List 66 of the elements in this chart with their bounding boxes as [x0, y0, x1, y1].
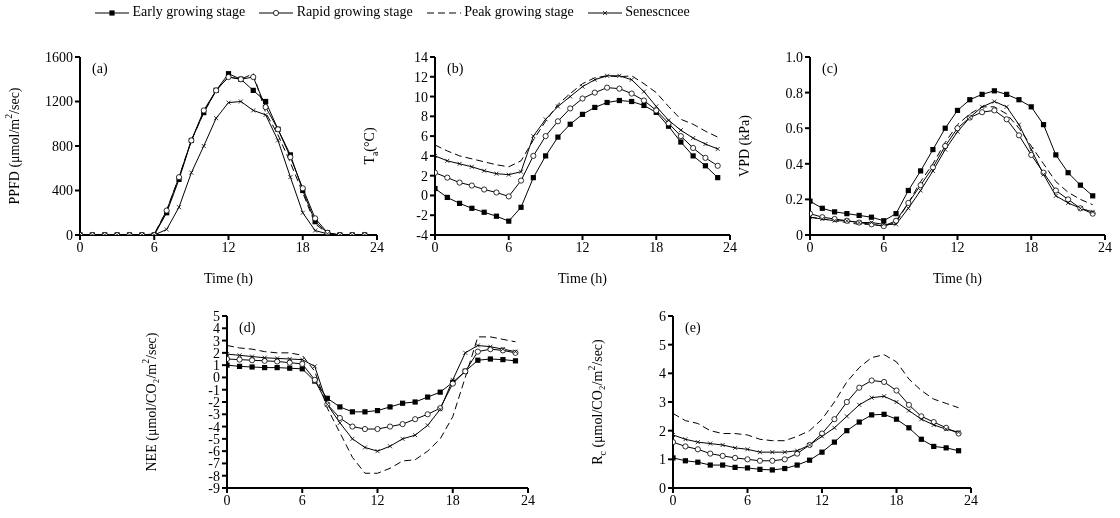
- legend-label: Senescncee: [624, 4, 690, 20]
- x-axis-title: Time (h): [558, 271, 608, 287]
- y-tick-label: 0: [659, 480, 666, 496]
- y-tick-label: 1.0: [785, 49, 803, 65]
- x-tick-label: 0: [76, 239, 84, 255]
- y-tick-label: 0.4: [785, 156, 803, 172]
- y-tick-label: 0.6: [785, 121, 803, 137]
- y-tick-label: 400: [52, 183, 73, 199]
- y-tick-label: 14: [414, 49, 428, 65]
- y-tick-label: 8: [421, 109, 428, 125]
- y-tick-label: 2: [659, 423, 666, 439]
- y-axis-title: VPD (kPa): [736, 114, 753, 177]
- x-tick-label: 18: [295, 239, 310, 255]
- y-tick-label: -2: [416, 208, 428, 224]
- y-tick-label: 0: [421, 188, 428, 204]
- chart-title: (d): [239, 320, 256, 336]
- y-tick-label: 0: [66, 227, 73, 243]
- y-tick-label: 4: [421, 148, 428, 164]
- x-tick-label: 24: [723, 239, 737, 255]
- y-tick-label: 1600: [45, 49, 73, 65]
- y-tick-label: 5: [213, 308, 220, 324]
- chart-title: (e): [685, 320, 701, 336]
- x-tick-label: 12: [950, 239, 965, 255]
- x-tick-label: 18: [889, 492, 904, 508]
- x-tick-label: 6: [880, 239, 888, 255]
- y-tick-label: -4: [416, 227, 428, 243]
- y-tick-label: 6: [659, 308, 666, 324]
- y-tick-label: 4: [659, 366, 666, 382]
- x-tick-label: 0: [806, 239, 814, 255]
- x-tick-label: 0: [431, 239, 439, 255]
- y-tick-label: 0: [796, 227, 803, 243]
- y-tick-label: 2: [421, 168, 428, 184]
- x-tick-label: 6: [150, 239, 158, 255]
- y-tick-label: 5: [659, 337, 666, 353]
- x-tick-label: 18: [445, 492, 460, 508]
- x-tick-label: 12: [575, 239, 590, 255]
- x-tick-label: 24: [521, 492, 535, 508]
- x-tick-label: 6: [298, 492, 306, 508]
- y-tick-label: 3: [659, 394, 666, 410]
- x-tick-label: 24: [370, 239, 384, 255]
- y-tick-label: 10: [414, 89, 428, 105]
- legend-label: Early growing stage: [131, 4, 246, 20]
- y-tick-label: 12: [414, 69, 428, 85]
- legend-label: Peak growing stage: [463, 4, 574, 20]
- y-tick-label: 1: [659, 452, 666, 468]
- y-tick-label: 6: [421, 129, 428, 145]
- x-tick-label: 18: [649, 239, 664, 255]
- x-tick-label: 18: [1024, 239, 1039, 255]
- legend-label: Rapid growing stage: [295, 4, 413, 20]
- x-tick-label: 6: [744, 492, 751, 508]
- chart-title: (b): [447, 61, 464, 77]
- x-tick-label: 24: [964, 492, 978, 508]
- y-tick-label: 1200: [45, 94, 73, 110]
- chart-title: (a): [92, 61, 108, 77]
- x-tick-label: 0: [669, 492, 677, 508]
- y-tick-label: 0.8: [785, 85, 803, 101]
- x-axis-title: Time (h): [204, 271, 254, 287]
- x-tick-label: 0: [223, 492, 231, 508]
- x-tick-label: 6: [505, 239, 513, 255]
- x-tick-label: 24: [1098, 239, 1112, 255]
- y-tick-label: 0.2: [785, 192, 803, 208]
- x-axis-title: Time (h): [933, 271, 983, 287]
- x-tick-label: 12: [815, 492, 829, 508]
- x-tick-label: 12: [370, 492, 385, 508]
- y-tick-label: 800: [52, 138, 73, 154]
- chart-title: (c): [822, 61, 838, 77]
